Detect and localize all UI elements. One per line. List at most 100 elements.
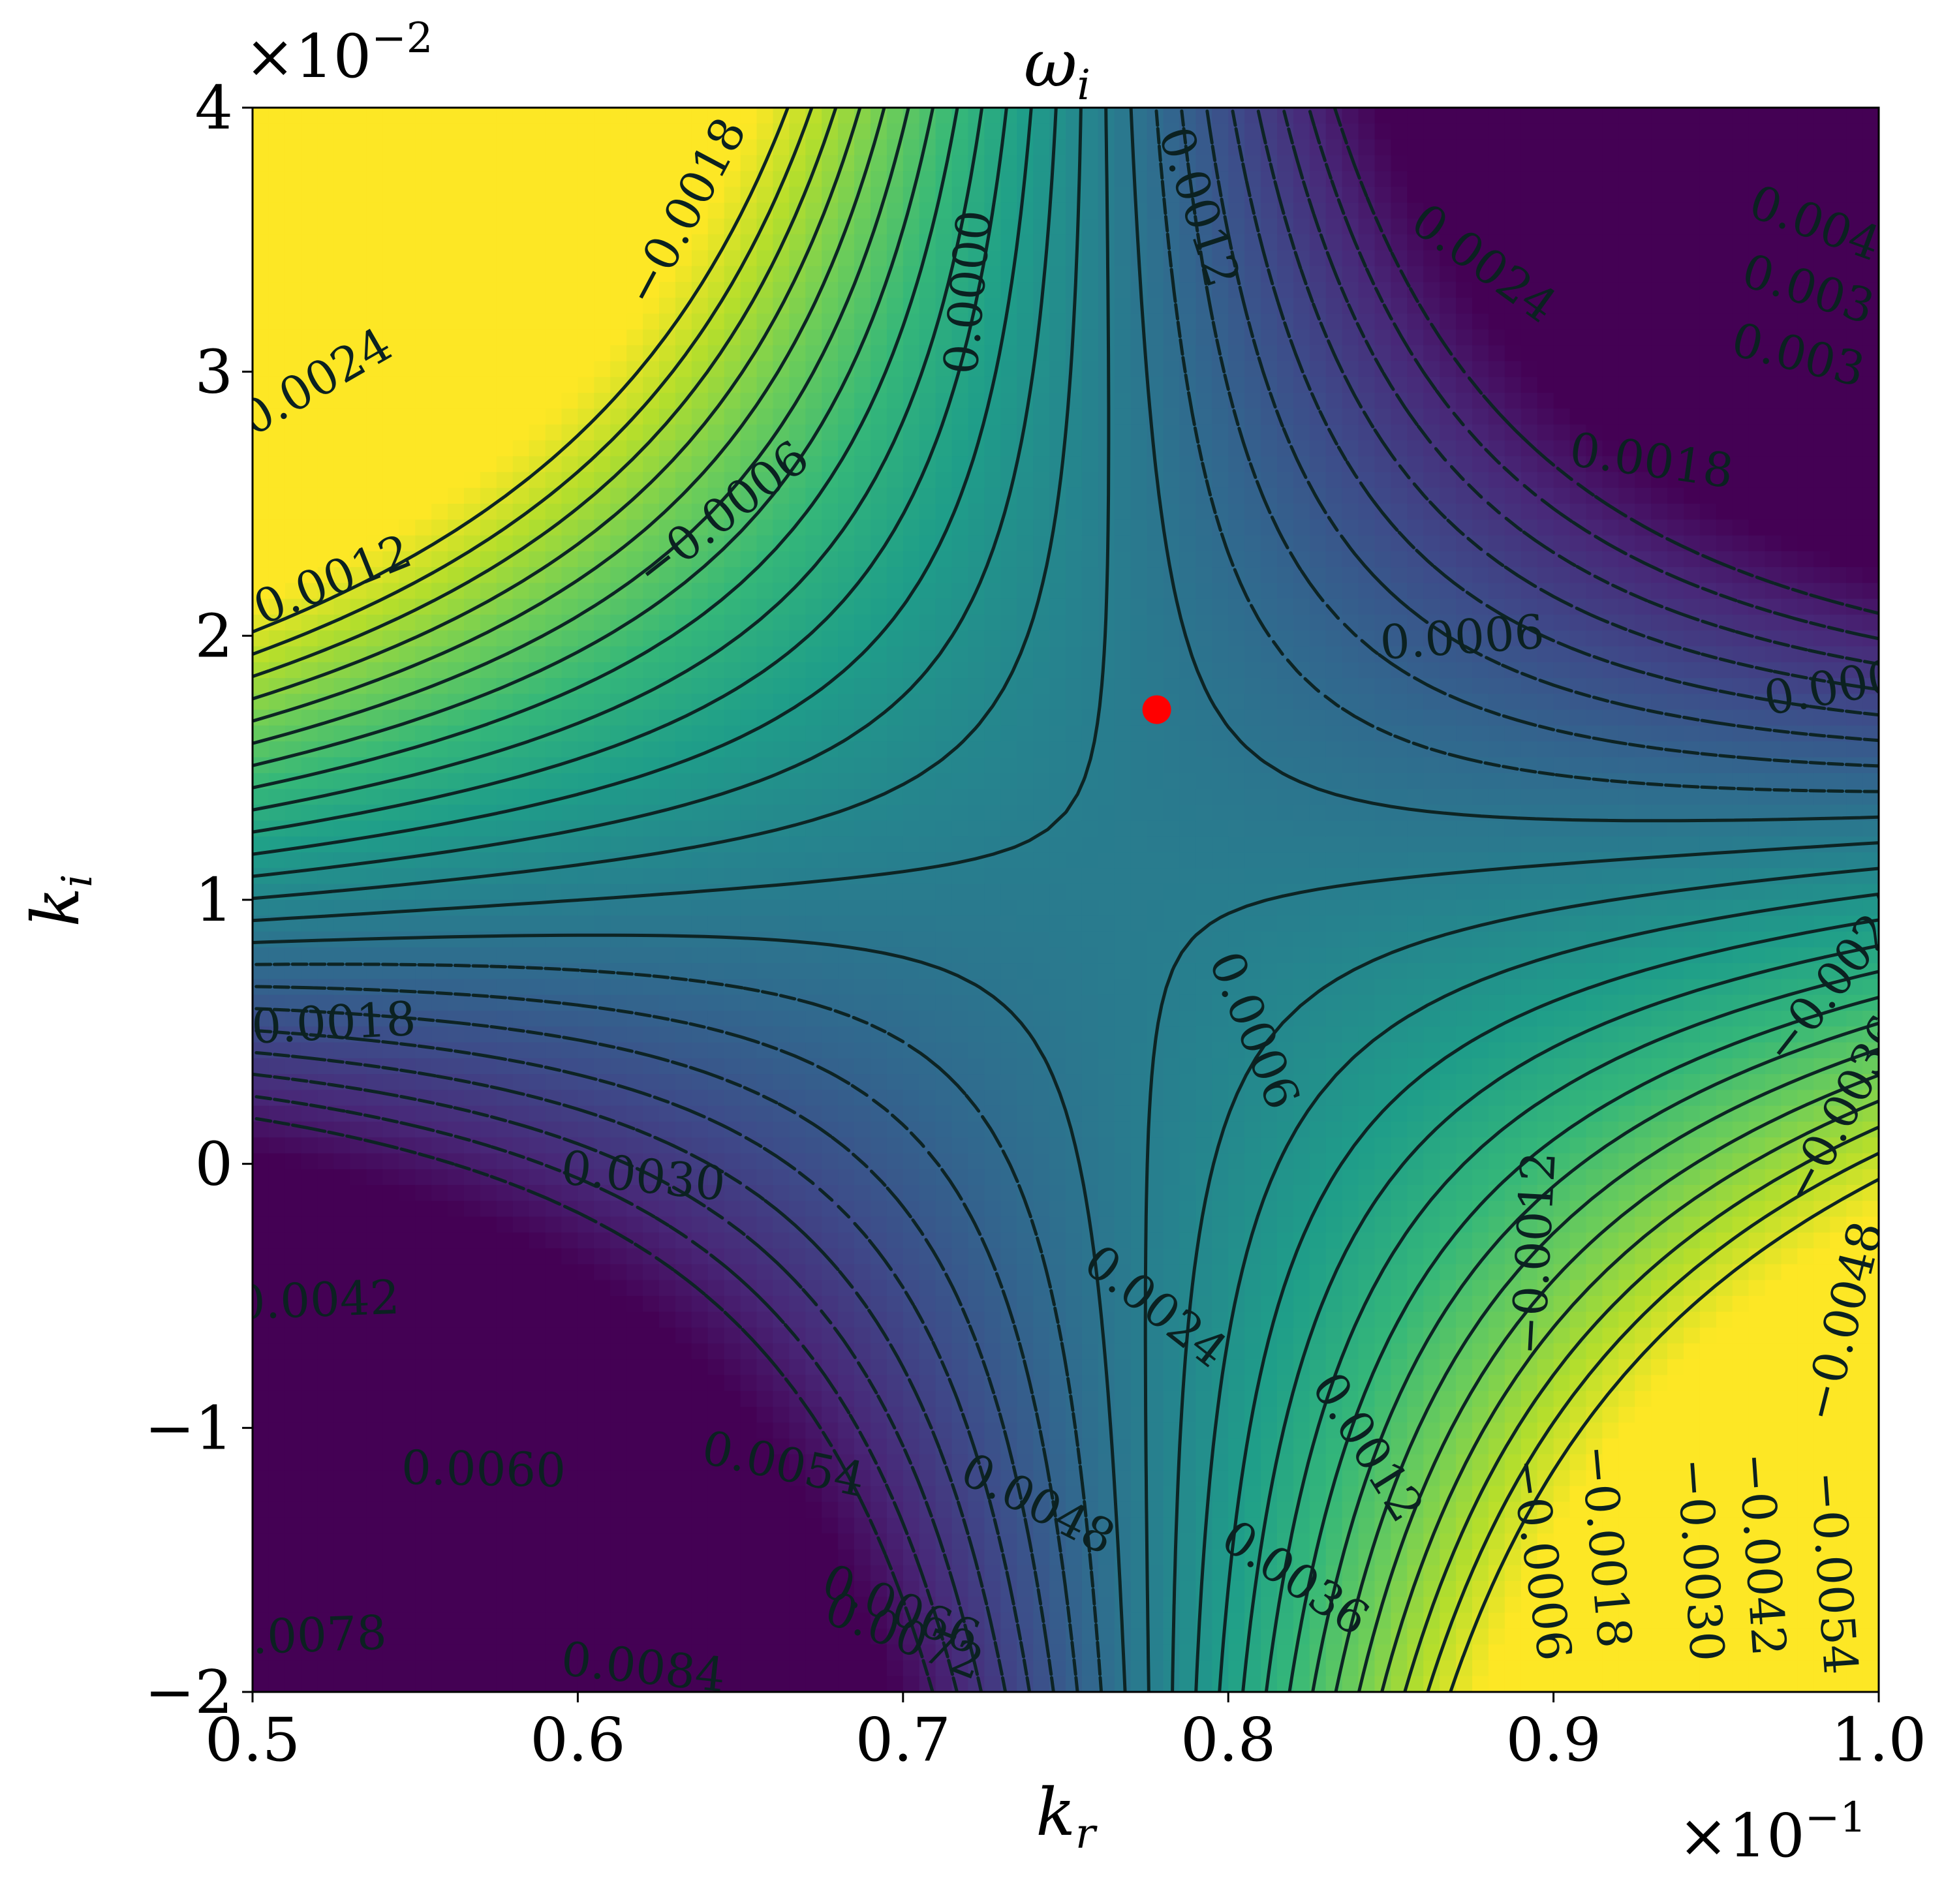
heatmap-cell: [740, 329, 758, 346]
heatmap-cell: [610, 1359, 627, 1376]
heatmap-cell: [512, 1327, 530, 1344]
heatmap-cell: [773, 1343, 790, 1360]
heatmap-cell: [431, 504, 448, 521]
heatmap-cell: [968, 820, 985, 837]
heatmap-cell: [496, 1264, 514, 1281]
heatmap-cell: [448, 266, 465, 283]
heatmap-cell: [1049, 868, 1066, 885]
heatmap-cell: [968, 947, 985, 964]
heatmap-cell: [350, 250, 367, 267]
heatmap-cell: [480, 123, 497, 140]
heatmap-cell: [1049, 1390, 1066, 1407]
heatmap-cell: [399, 1644, 416, 1661]
heatmap-cell: [968, 883, 985, 900]
heatmap-cell: [594, 313, 611, 330]
heatmap-cell: [431, 472, 448, 489]
heatmap-cell: [1033, 535, 1050, 552]
heatmap-cell: [448, 1248, 465, 1265]
heatmap-cell: [789, 805, 807, 821]
heatmap-cell: [854, 662, 871, 679]
heatmap-cell: [886, 1216, 904, 1233]
heatmap-cell: [464, 979, 481, 996]
heatmap-cell: [317, 900, 335, 917]
heatmap-cell: [984, 1581, 1002, 1598]
heatmap-cell: [1017, 1058, 1034, 1075]
heatmap-cell: [480, 1201, 497, 1218]
heatmap-cell: [919, 1201, 936, 1218]
heatmap-cell: [366, 424, 384, 441]
heatmap-cell: [626, 155, 643, 172]
heatmap-cell: [301, 282, 318, 299]
heatmap-cell: [773, 1185, 790, 1202]
heatmap-cell: [561, 329, 579, 346]
heatmap-cell: [415, 1026, 432, 1043]
heatmap-cell: [448, 1581, 465, 1598]
heatmap-cell: [545, 1137, 563, 1154]
heatmap-cell: [301, 376, 318, 393]
heatmap-cell: [350, 1216, 367, 1233]
heatmap-cell: [871, 963, 887, 980]
heatmap-cell: [789, 361, 807, 378]
heatmap-cell: [268, 900, 286, 917]
heatmap-cell: [1033, 1549, 1050, 1566]
heatmap-cell: [707, 1327, 725, 1344]
heatmap-cell: [512, 219, 530, 236]
heatmap-cell: [789, 725, 807, 742]
heatmap-cell: [561, 1597, 579, 1614]
heatmap-cell: [740, 1628, 758, 1645]
heatmap-cell: [317, 440, 335, 457]
heatmap-cell: [756, 741, 774, 758]
heatmap-cell: [382, 266, 400, 283]
heatmap-cell: [903, 1343, 920, 1360]
heatmap-cell: [951, 171, 969, 188]
heatmap-cell: [366, 1454, 384, 1471]
heatmap-cell: [578, 947, 595, 964]
heatmap-cell: [659, 852, 676, 869]
heatmap-cell: [431, 994, 448, 1011]
heatmap-cell: [805, 963, 822, 980]
heatmap-cell: [366, 1407, 384, 1424]
heatmap-cell: [545, 202, 563, 219]
heatmap-cell: [1049, 900, 1066, 917]
heatmap-cell: [301, 1597, 318, 1614]
heatmap-cell: [838, 551, 855, 568]
heatmap-cell: [448, 1375, 465, 1392]
heatmap-cell: [301, 1153, 318, 1170]
heatmap-cell: [431, 630, 448, 647]
heatmap-cell: [984, 1312, 1002, 1328]
heatmap-cell: [561, 1581, 579, 1598]
heatmap-cell: [626, 1375, 643, 1392]
heatmap-cell: [854, 741, 871, 758]
heatmap-cell: [968, 694, 985, 711]
heatmap-cell: [756, 1169, 774, 1186]
heatmap-cell: [1033, 171, 1050, 188]
heatmap-cell: [268, 1185, 286, 1202]
heatmap-cell: [968, 504, 985, 521]
heatmap-cell: [643, 709, 660, 726]
heatmap-cell: [545, 1011, 563, 1028]
heatmap-cell: [886, 883, 904, 900]
heatmap-cell: [773, 1058, 790, 1075]
heatmap-cell: [643, 900, 660, 917]
heatmap-cell: [871, 155, 887, 172]
heatmap-cell: [1000, 1343, 1017, 1360]
heatmap-cell: [366, 234, 384, 251]
heatmap-cell: [951, 1343, 969, 1360]
heatmap-cell: [448, 1565, 465, 1582]
heatmap-cell: [594, 868, 611, 885]
heatmap-cell: [610, 519, 627, 536]
heatmap-cell: [301, 1486, 318, 1503]
heatmap-cell: [268, 852, 286, 869]
heatmap-cell: [740, 1248, 758, 1265]
heatmap-cell: [805, 1090, 822, 1107]
heatmap-cell: [496, 171, 514, 188]
heatmap-cell: [871, 1074, 887, 1091]
heatmap-cell: [512, 789, 530, 806]
heatmap-cell: [350, 1153, 367, 1170]
heatmap-cell: [724, 1011, 741, 1028]
heatmap-cell: [464, 1121, 481, 1138]
heatmap-cell: [578, 1501, 595, 1518]
heatmap-cell: [854, 535, 871, 552]
heatmap-cell: [415, 1628, 432, 1645]
heatmap-cell: [594, 171, 611, 188]
